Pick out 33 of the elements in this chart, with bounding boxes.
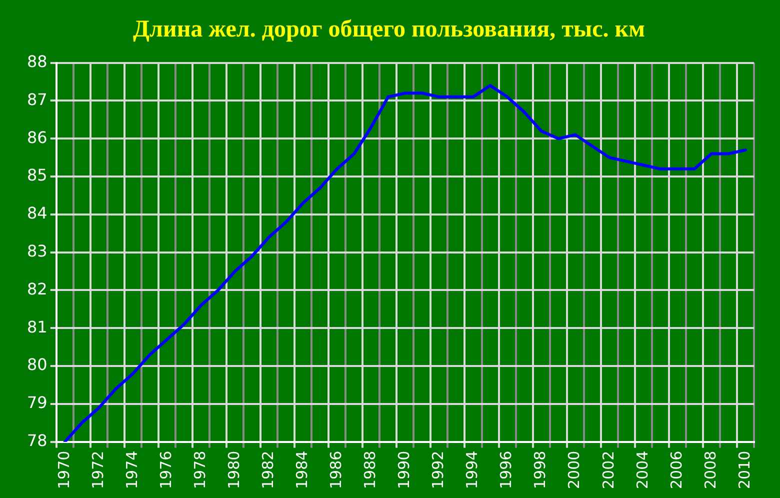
x-tick-label: 1990 — [395, 450, 414, 490]
x-tick-label: 1988 — [361, 450, 380, 490]
y-tick-label: 82 — [27, 279, 48, 298]
x-tick-label: 2008 — [701, 450, 720, 490]
x-tick-label: 1980 — [224, 450, 243, 490]
x-tick-label: 2004 — [633, 450, 652, 490]
x-tick-label: 1986 — [327, 450, 346, 490]
y-tick-label: 84 — [27, 204, 48, 223]
y-tick-label: 83 — [27, 241, 48, 260]
y-tick-label: 88 — [27, 52, 48, 71]
x-tick-label: 1996 — [497, 450, 516, 490]
x-tick-label: 2010 — [735, 450, 754, 490]
chart-title: Длина жел. дорог общего пользования, тыс. км — [133, 16, 645, 43]
y-tick-label: 80 — [27, 355, 48, 374]
x-tick-label: 2006 — [667, 450, 686, 490]
y-tick-label: 87 — [27, 90, 48, 109]
x-tick-label: 1970 — [54, 450, 73, 490]
x-tick-label: 1972 — [88, 450, 107, 490]
x-tick-label: 1994 — [463, 450, 482, 490]
x-tick-label: 1998 — [531, 450, 550, 490]
y-tick-label: 86 — [27, 128, 48, 147]
x-tick-label: 1976 — [156, 450, 175, 490]
y-tick-label: 81 — [27, 317, 48, 336]
x-tick-label: 1992 — [429, 450, 448, 490]
x-tick-label: 1978 — [190, 450, 209, 490]
x-tick-label: 1982 — [258, 450, 277, 490]
y-tick-label: 78 — [27, 430, 48, 450]
x-tick-label: 1984 — [292, 450, 311, 490]
x-tick-label: 1974 — [122, 450, 141, 490]
x-tick-label: 2000 — [565, 450, 584, 490]
y-tick-label: 79 — [27, 393, 48, 412]
y-tick-label: 85 — [27, 166, 48, 185]
x-tick-label: 2002 — [599, 450, 618, 490]
